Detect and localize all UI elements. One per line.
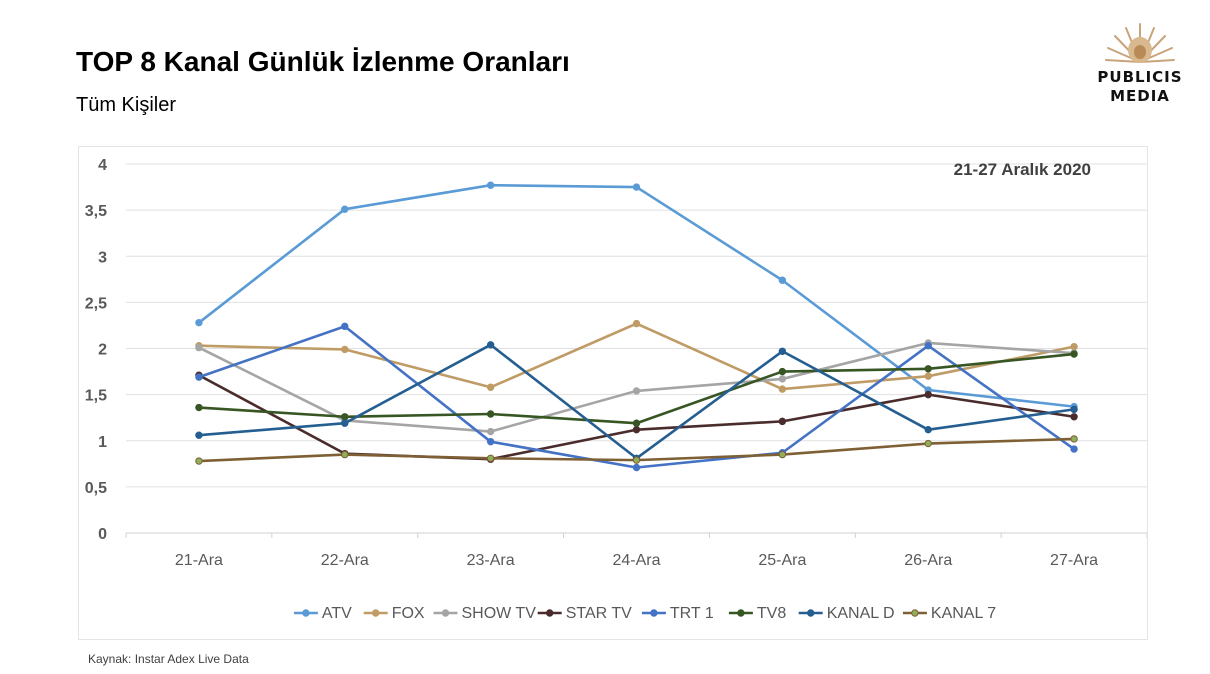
data-point-tv8 [924,365,932,373]
legend-marker-show-tv [441,609,450,617]
y-tick-label: 0,5 [85,480,107,497]
legend-label-tv8: TV8 [757,605,786,622]
legend-label-fox: FOX [392,605,425,622]
page-title: TOP 8 Kanal Günlük İzlenme Oranları [76,46,570,77]
x-tick-label: 24-Ara [612,552,660,569]
y-tick-label: 3 [98,249,107,266]
legend-label-trt-1: TRT 1 [670,605,714,622]
data-point-kanal-7 [1070,435,1078,443]
data-point-kanal-7 [195,457,203,465]
legend-marker-kanal-d [807,609,815,617]
data-point-kanal-7 [778,450,787,459]
data-point-show-tv [632,387,641,395]
data-point-fox [632,319,641,328]
data-point-show-tv [486,427,495,436]
data-point-fox [778,385,787,393]
data-point-trt-1 [632,463,641,472]
logo-word-publicis: PUBLICIS [1097,68,1183,86]
legend-marker-star-tv [546,609,554,617]
legend-marker-trt-1 [650,609,658,617]
data-point-trt-1 [486,437,495,446]
data-point-kanal-d [924,425,932,434]
data-point-kanal-7 [341,450,349,459]
lion-head-icon [1105,23,1175,63]
y-tick-label: 3,5 [85,203,107,220]
data-point-tv8 [195,403,203,412]
data-point-show-tv [778,375,787,383]
legend-label-atv: ATV [322,605,352,622]
data-point-show-tv [195,343,203,352]
data-point-kanal-7 [632,456,641,464]
data-point-fox [1070,342,1078,351]
data-point-trt-1 [341,322,349,331]
y-tick-label: 2 [98,342,107,359]
legend-label-kanal-7: KANAL 7 [931,605,996,622]
data-point-atv [195,318,203,327]
data-point-kanal-7 [924,439,932,448]
source-note: Kaynak: Instar Adex Live Data [88,652,249,666]
y-tick-label: 2,5 [85,295,107,312]
line-chart: 0 0,5 1 1,5 2 2,5 3 3,5 4 21-Ara 22-Ara 23-Ara 24-Ar… [85,157,1147,622]
legend-marker-fox [372,609,380,617]
data-point-kanal-d [486,341,495,349]
x-tick-label: 21-Ara [175,552,223,569]
y-tick-label: 4 [98,157,107,174]
legend-marker-kanal-7 [911,609,919,617]
data-point-trt-1 [195,373,203,381]
data-point-atv [778,276,787,284]
x-tick-label: 26-Ara [904,552,952,569]
data-point-kanal-d [1070,405,1078,414]
data-point-tv8 [1070,350,1078,358]
chart-area: 0 0,5 1 1,5 2 2,5 3 3,5 4 21-Ara 22-Ara 23-Ara 24-Ar… [78,146,1148,640]
x-tick-label: 25-Ara [758,552,806,569]
data-point-tv8 [632,419,641,427]
data-point-kanal-d [778,347,787,355]
data-point-atv [486,181,495,189]
data-point-kanal-7 [486,454,495,462]
page-subtitle: Tüm Kişiler [76,94,177,116]
data-point-trt-1 [924,342,932,350]
y-tick-label: 0 [98,526,107,543]
legend-label-show-tv: SHOW TV [462,605,537,622]
data-point-atv [632,183,641,191]
data-point-fox [341,345,349,354]
data-point-star-tv [924,390,932,399]
data-point-star-tv [1070,413,1078,421]
data-point-fox [486,383,495,391]
data-point-kanal-d [195,431,203,439]
data-point-star-tv [632,425,641,434]
x-tick-label: 22-Ara [321,552,369,569]
publicis-media-logo: PUBLICIS MEDIA [1090,18,1190,108]
legend-label-star-tv: STAR TV [566,605,632,622]
logo-word-media: MEDIA [1110,87,1170,105]
legend-marker-atv [302,609,310,617]
data-point-atv [341,205,349,213]
y-tick-label: 1,5 [85,388,107,405]
legend-label-kanal-d: KANAL D [827,605,895,622]
y-tick-label: 1 [98,434,107,451]
data-point-fox [924,372,932,380]
data-point-star-tv [778,417,787,426]
data-point-tv8 [341,413,349,421]
series-line-kanal-d [198,343,1075,460]
data-point-kanal-d [341,419,349,427]
chart-annotation: 21-27 Aralık 2020 [954,160,1091,179]
legend-marker-tv8 [737,609,745,617]
data-point-trt-1 [1070,445,1078,453]
data-point-tv8 [486,410,495,418]
data-point-tv8 [778,367,787,376]
x-tick-label: 23-Ara [467,552,515,569]
x-tick-label: 27-Ara [1050,552,1098,569]
